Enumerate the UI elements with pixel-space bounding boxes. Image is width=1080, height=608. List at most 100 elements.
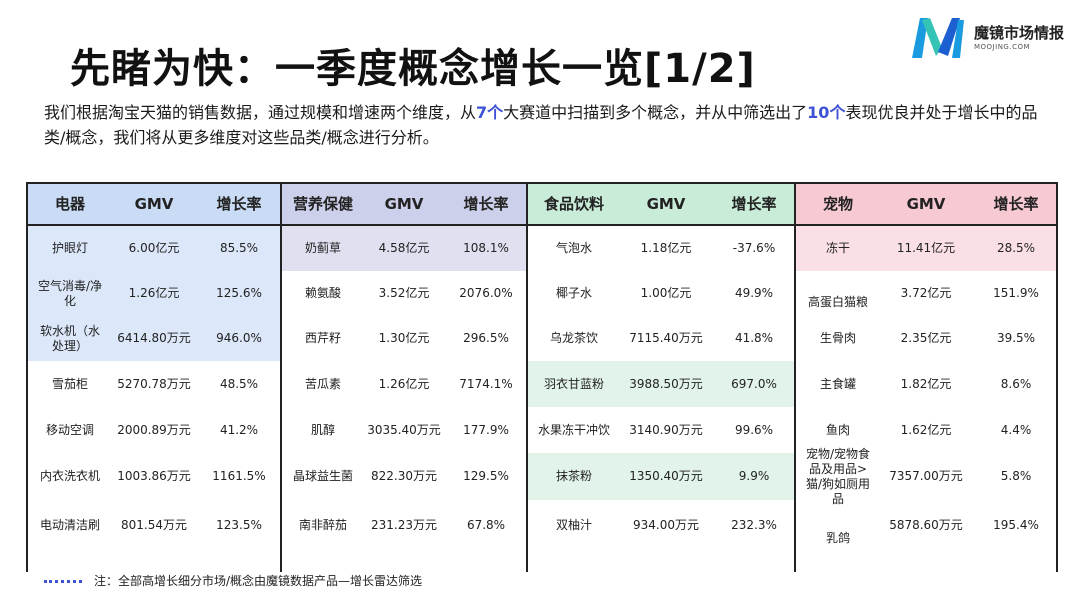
- cell-gmv: 3035.40万元: [367, 422, 441, 437]
- cell-name: 南非醉茄: [298, 517, 347, 532]
- cell-growth: 108.1%: [463, 241, 509, 255]
- header-gmv: GMV: [646, 195, 686, 213]
- brand-name: 魔镜市场情报: [974, 24, 1065, 42]
- table-row: 空气消毒/净化 1.26亿元 125.6%: [28, 271, 280, 316]
- cell-gmv: 5270.78万元: [117, 376, 191, 391]
- cell-name: 晶球益生菌: [292, 469, 353, 483]
- table-row: 护眼灯 6.00亿元 85.5%: [28, 226, 280, 271]
- track-count: 7个: [476, 103, 504, 122]
- cell-growth: 4.4%: [1000, 422, 1032, 437]
- header-growth: 增长率: [993, 195, 1039, 213]
- header-gmv: GMV: [384, 195, 424, 213]
- table-header: 宠物 GMV 增长率: [796, 182, 1056, 226]
- cell-growth: 1161.5%: [212, 469, 266, 483]
- table-row: 晶球益生菌 822.30万元 129.5%: [282, 453, 526, 500]
- table-row: 生骨肉 2.35亿元 39.5%: [796, 316, 1056, 361]
- logo-m-icon: [912, 18, 964, 58]
- table-2: 营养保健 GMV 增长率奶蓟草 4.58亿元 108.1% 赖氨酸 3.52亿元 2076.0…: [280, 182, 526, 572]
- brand-domain: MOOJING.COM: [974, 43, 1031, 51]
- table-row: 主食罐 1.82亿元 8.6%: [796, 361, 1056, 407]
- cell-growth: 697.0%: [731, 376, 777, 391]
- cell-name: 宠物/宠物食品及用品>猫/狗如厕用品: [805, 446, 871, 506]
- table-row: 宠物/宠物食品及用品>猫/狗如厕用品 7357.00万元 5.8%: [796, 446, 1056, 506]
- cell-name: 冻干: [825, 241, 850, 255]
- cell-name: 护眼灯: [51, 241, 88, 255]
- cell-growth: 125.6%: [216, 286, 262, 300]
- cell-name: 雪茄柜: [51, 376, 88, 391]
- cell-gmv: 1003.86万元: [117, 469, 191, 483]
- cell-gmv: 1.26亿元: [128, 286, 180, 300]
- table-row: 乳鸽 5878.60万元 195.4%: [796, 500, 1056, 550]
- table-row: 羽衣甘蓝粉 3988.50万元 697.0%: [528, 361, 794, 407]
- dots-decoration: [44, 580, 82, 583]
- cell-gmv: 1.00亿元: [640, 286, 692, 300]
- table-row: 冻干 11.41亿元 28.5%: [796, 226, 1056, 271]
- cell-name: 奶蓟草: [304, 241, 341, 255]
- moojing-logo: 魔镜市场情报 MOOJING.COM: [908, 12, 1068, 64]
- cell-growth: 41.8%: [734, 331, 774, 345]
- cell-gmv: 1350.40万元: [629, 469, 703, 483]
- table-row: 鱼肉 1.62亿元 4.4%: [796, 407, 1056, 453]
- cell-growth: 99.6%: [734, 422, 774, 437]
- cell-name: 空气消毒/净化: [37, 278, 103, 308]
- cell-name: 软水机（水处理）: [39, 323, 100, 353]
- cell-gmv: 2000.89万元: [117, 422, 191, 437]
- cell-growth: 129.5%: [463, 469, 509, 483]
- table-row: 南非醉茄 231.23万元 67.8%: [282, 500, 526, 550]
- cell-growth: 8.6%: [1000, 376, 1032, 391]
- cell-growth: 946.0%: [216, 331, 262, 345]
- intro-paragraph: 我们根据淘宝天猫的销售数据，通过规模和增速两个维度，从7个大赛道中扫描到多个概念…: [44, 103, 1038, 147]
- cell-name: 水果冻干冲饮: [537, 422, 610, 437]
- table-row: 高蛋白猫粮 3.72亿元 151.9%: [796, 271, 1056, 316]
- footnote: 注：全部高增长细分市场/概念由魔镜数据产品—增长雷达筛选: [44, 572, 422, 589]
- page-title: 先睹为快：一季度概念增长一览[1/2]: [70, 46, 756, 92]
- cell-gmv: 3.52亿元: [378, 286, 430, 300]
- cell-gmv: 801.54万元: [121, 517, 187, 532]
- table-row: 双柚汁 934.00万元 232.3%: [528, 500, 794, 550]
- cell-name: 鱼肉: [825, 422, 850, 437]
- cell-growth: 5.8%: [1000, 469, 1032, 483]
- cell-gmv: 11.41亿元: [896, 241, 956, 255]
- table-row: 移动空调 2000.89万元 41.2%: [28, 407, 280, 453]
- table-row: 乌龙茶饮 7115.40万元 41.8%: [528, 316, 794, 361]
- cell-growth: 39.5%: [996, 331, 1036, 345]
- cell-growth: 67.8%: [466, 517, 506, 532]
- header-category: 营养保健: [292, 195, 353, 213]
- cell-gmv: 4.58亿元: [378, 241, 430, 255]
- cell-growth: 151.9%: [993, 286, 1039, 300]
- cell-growth: 28.5%: [996, 241, 1036, 255]
- cell-gmv: 1.30亿元: [378, 331, 430, 345]
- table-row: 赖氨酸 3.52亿元 2076.0%: [282, 271, 526, 316]
- header-category: 电器: [54, 195, 85, 213]
- cell-name: 抹茶粉: [555, 469, 592, 483]
- header-gmv: GMV: [134, 195, 174, 213]
- cell-name: 移动空调: [45, 422, 94, 437]
- table-row: 奶蓟草 4.58亿元 108.1%: [282, 226, 526, 271]
- cell-gmv: 1.26亿元: [378, 376, 430, 391]
- table-3: 食品饮料 GMV 增长率 气泡水 1.18亿元 -37.6% 椰子水 1.00亿元 49.9% 乌…: [526, 182, 794, 572]
- cell-growth: 48.5%: [219, 376, 259, 391]
- cell-growth: -37.6%: [732, 241, 776, 255]
- table-row: 苦瓜素 1.26亿元 7174.1%: [282, 361, 526, 407]
- header-category: 宠物: [822, 195, 853, 213]
- cell-growth: 85.5%: [219, 241, 259, 255]
- header-growth: 增长率: [463, 195, 509, 213]
- cell-gmv: 7357.00万元: [889, 469, 963, 483]
- cell-gmv: 3.72亿元: [900, 286, 952, 300]
- table-row: 雪茄柜 5270.78万元 48.5%: [28, 361, 280, 407]
- table-row: 内衣洗衣机 1003.86万元 1161.5%: [28, 453, 280, 500]
- cell-growth: 232.3%: [731, 517, 777, 532]
- cell-name: 电动清洁刷: [39, 517, 100, 532]
- cell-gmv: 934.00万元: [633, 517, 699, 532]
- cell-name: 气泡水: [555, 241, 592, 255]
- table-row: 抹茶粉 1350.40万元 9.9%: [528, 453, 794, 500]
- table-row: 软水机（水处理） 6414.80万元 946.0%: [28, 316, 280, 361]
- cell-gmv: 3988.50万元: [629, 376, 703, 391]
- cell-name: 苦瓜素: [304, 376, 341, 391]
- cell-gmv: 1.18亿元: [640, 241, 692, 255]
- cell-gmv: 3140.90万元: [629, 422, 703, 437]
- cell-gmv: 1.62亿元: [900, 422, 952, 437]
- cell-growth: 177.9%: [463, 422, 509, 437]
- header-category: 食品饮料: [543, 195, 604, 213]
- table-1: 电器 GMV 增长率 护眼灯 6.00亿元 85.5% 空气消毒/净化 1.26亿元 125.6…: [26, 182, 280, 572]
